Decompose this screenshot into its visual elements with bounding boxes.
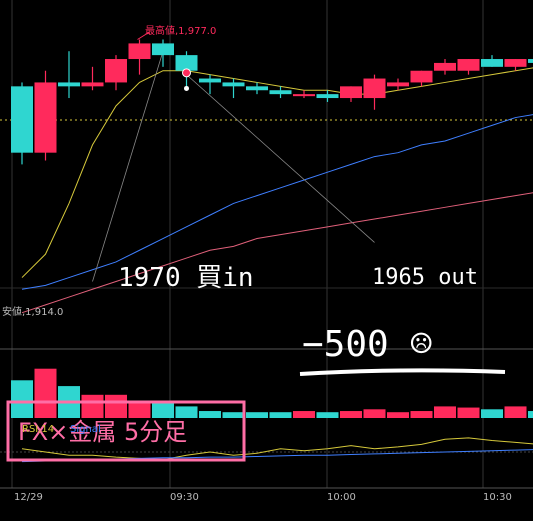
candle-body — [34, 82, 57, 153]
candle-body — [152, 43, 174, 56]
low-annotation: 安値,1,914.0 — [2, 305, 63, 318]
candle-body — [222, 82, 245, 87]
volume-bar — [175, 406, 198, 418]
candle-body — [105, 59, 127, 83]
candle-body — [504, 59, 527, 67]
trend-line — [186, 74, 375, 243]
volume-bar — [128, 400, 151, 418]
volume-bar — [269, 412, 292, 418]
candle-body — [58, 82, 80, 87]
candle-body — [128, 43, 151, 60]
x-tick-label: 12/29 — [14, 492, 43, 503]
high-annotation: 最高値,1,977.0 — [145, 24, 216, 37]
volume-bar — [293, 411, 315, 418]
candle-body — [363, 78, 386, 99]
volume-bar — [11, 380, 33, 418]
x-tick-label: 09:30 — [170, 492, 199, 503]
ma-long-line — [21, 192, 533, 314]
hand-tag-note: FX×金属 5分足 — [18, 418, 187, 446]
hand-result-note: −500 ☹ — [302, 324, 432, 365]
candle-body — [340, 86, 362, 99]
x-tick-label: 10:00 — [327, 492, 356, 503]
volume-bar — [316, 412, 339, 418]
rsi-line — [21, 437, 533, 461]
rsi-label: RSI,14 — [22, 424, 54, 435]
trend-line — [92, 51, 164, 282]
candle-body — [269, 90, 292, 95]
candle-body — [457, 59, 480, 71]
volume-bar — [528, 411, 533, 418]
candle-body — [293, 94, 315, 97]
candle-body — [528, 59, 533, 63]
volume-bar — [222, 412, 245, 418]
volume-bar — [152, 403, 174, 418]
candle-body — [316, 94, 339, 99]
volume-bar — [457, 407, 480, 418]
volume-bar — [481, 409, 503, 418]
signal-label: Signal — [70, 424, 101, 435]
hand-exit-note: 1965 out — [372, 265, 478, 290]
candle-body — [387, 82, 409, 87]
candle-body — [481, 59, 503, 67]
volume-bar — [34, 368, 57, 418]
candle-body — [410, 70, 433, 83]
hand-tag-box — [6, 400, 246, 462]
high-marker-leader — [137, 31, 150, 40]
candle-body — [81, 82, 104, 87]
volume-bar — [410, 411, 433, 418]
volume-bar — [434, 406, 456, 418]
x-tick-label: 10:30 — [483, 492, 512, 503]
ma-mid-line — [21, 114, 533, 290]
candle-body — [199, 78, 221, 83]
grid — [0, 0, 533, 489]
volume-bar — [199, 411, 221, 418]
hand-underline — [299, 368, 506, 376]
volume-bar — [504, 406, 527, 418]
candle-body — [246, 86, 268, 91]
volume-panel — [11, 368, 533, 418]
entry-marker — [182, 68, 191, 78]
candle-body — [434, 62, 456, 71]
volume-bar — [387, 412, 409, 418]
volume-bar — [340, 411, 362, 418]
volume-bar — [105, 394, 127, 418]
candle-body — [11, 86, 33, 153]
entry-dot — [184, 85, 189, 91]
volume-bar — [363, 409, 386, 418]
candles — [11, 31, 533, 165]
hand-entry-note: 1970 買in — [118, 263, 254, 293]
candle-body — [175, 55, 198, 71]
volume-bar — [246, 412, 268, 418]
volume-bar — [81, 394, 104, 418]
